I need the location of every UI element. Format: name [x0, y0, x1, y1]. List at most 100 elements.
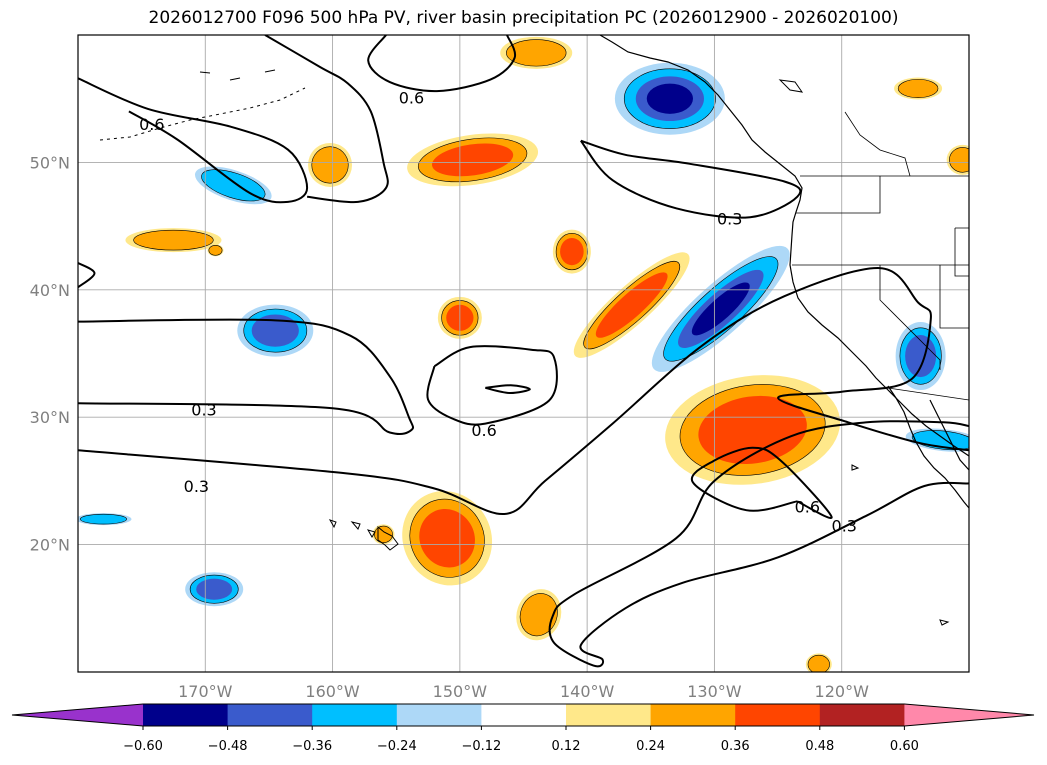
colorbar-tick-label: −0.12 [461, 739, 501, 754]
precip-anomaly [407, 133, 539, 187]
colorbar-tick-label: 0.36 [721, 739, 750, 754]
precip-anomaly [614, 62, 725, 135]
latitude-label: 20°N [30, 536, 70, 555]
latitude-label: 30°N [30, 408, 70, 427]
colorbar-tick-label: −0.36 [292, 739, 332, 754]
colorbar: −0.60 −0.48 −0.36 −0.24 −0.12 0.12 0.24 0.36 0.4… [11, 703, 1035, 754]
contour-label-layer: 0.6 0.6 0.3 0.3 0.6 0.3 0.6 0.3 [139, 88, 857, 535]
colorbar-segment [312, 704, 398, 726]
anomaly-level [691, 282, 750, 336]
precip-anomaly [185, 572, 244, 607]
precip-anomaly [308, 142, 353, 187]
anomaly-level [897, 79, 939, 98]
pv-contour-line [78, 262, 96, 289]
precip-anomaly [573, 252, 690, 358]
us-mexico-border [887, 387, 969, 401]
latitude-labels: 50°N 40°N 30°N 20°N [30, 153, 70, 554]
state-borders [792, 111, 969, 401]
colorbar-tick-label: 0.60 [890, 739, 919, 754]
pv-contour-line [548, 420, 969, 668]
longitude-labels: 170°W 160°W 150°W 140°W 130°W 120°W [178, 682, 869, 701]
gulf-coastline [929, 399, 969, 471]
anomaly-level [133, 229, 214, 251]
anomaly-level [79, 513, 127, 525]
baja-coastline [887, 385, 969, 509]
anomaly-level [949, 147, 969, 173]
pv-contour-line [78, 267, 969, 516]
precip-anomaly [237, 304, 314, 357]
nv-az-border [939, 265, 969, 329]
colorbar-segment [481, 704, 567, 726]
colorbar-tick-label: 0.48 [805, 739, 834, 754]
colorbar-tick-label: −0.24 [377, 739, 417, 754]
anomaly-level [698, 395, 807, 464]
gridlines [78, 35, 969, 672]
anomaly-level [807, 654, 830, 672]
anomaly-level [374, 525, 393, 544]
anomaly-level [419, 508, 475, 568]
contour-label: 0.6 [139, 115, 164, 134]
pv-contour-line [78, 318, 415, 435]
pv-contour-line [78, 77, 309, 204]
revillagigedo [851, 464, 860, 471]
precip-anomaly [894, 77, 943, 100]
colorbar-segment [143, 704, 229, 726]
precip-anomaly [372, 524, 395, 545]
north-america-coastline [599, 35, 969, 457]
hawaii-island [377, 525, 399, 551]
contour-label: 0.3 [184, 477, 209, 496]
bc-interior-border [844, 111, 911, 177]
longitude-label: 120°W [815, 682, 870, 701]
map-frame [77, 34, 970, 673]
precip-anomaly [895, 322, 946, 391]
pv-contour-line [485, 384, 531, 395]
colorbar-segment [735, 704, 821, 726]
contour-label: 0.6 [795, 497, 820, 516]
contour-label: 0.6 [471, 421, 496, 440]
aleutian-islands [99, 87, 306, 141]
colorbar-extend-high [904, 704, 1034, 726]
pv-contour-line [690, 446, 833, 519]
anomaly-level [311, 146, 349, 184]
colorbar-tick-label: 0.12 [552, 739, 581, 754]
pv-contour-line [580, 139, 802, 219]
pv-contour-line [264, 35, 389, 204]
oahu-island [350, 521, 361, 530]
longitude-label: 160°W [305, 682, 360, 701]
pribilof-islands [199, 69, 276, 81]
precip-anomaly [78, 513, 132, 526]
contour-label: 0.6 [399, 88, 424, 107]
precip-anomaly [125, 228, 222, 253]
latitude-label: 40°N [30, 281, 70, 300]
anomaly-level [251, 314, 299, 347]
anomaly-level [506, 39, 567, 67]
ca-nv-border [879, 265, 941, 370]
colorbar-segment [566, 704, 652, 726]
pv-contour-line [426, 345, 558, 426]
colorbar-segment [819, 704, 905, 726]
clipperton [939, 619, 950, 626]
longitude-label: 170°W [178, 682, 233, 701]
anomaly-level [560, 237, 584, 266]
maui-island [366, 529, 376, 538]
kauai-island [328, 519, 337, 529]
wa-or-border [796, 176, 881, 214]
map-plot-area: 0.6 0.6 0.3 0.3 0.6 0.3 0.6 0.3 [78, 35, 969, 672]
colorbar-tick-label: −0.48 [208, 739, 248, 754]
anomaly-level [519, 593, 558, 637]
precip-anomaly [207, 244, 224, 257]
anomaly-level [432, 143, 514, 177]
contour-label: 0.3 [717, 209, 742, 228]
pv-contour-layer [78, 35, 969, 668]
anomaly-level [905, 334, 937, 378]
islands [99, 69, 950, 626]
longitude-label: 150°W [433, 682, 488, 701]
anomaly-level [208, 245, 223, 256]
precip-anomaly [805, 653, 832, 672]
longitude-label: 140°W [560, 682, 615, 701]
anomaly-level [595, 272, 668, 338]
colorbar-segment [227, 704, 313, 726]
colorbar-tick-label: −0.60 [123, 739, 163, 754]
precip-anomaly [552, 229, 591, 274]
anomaly-level [196, 578, 233, 600]
